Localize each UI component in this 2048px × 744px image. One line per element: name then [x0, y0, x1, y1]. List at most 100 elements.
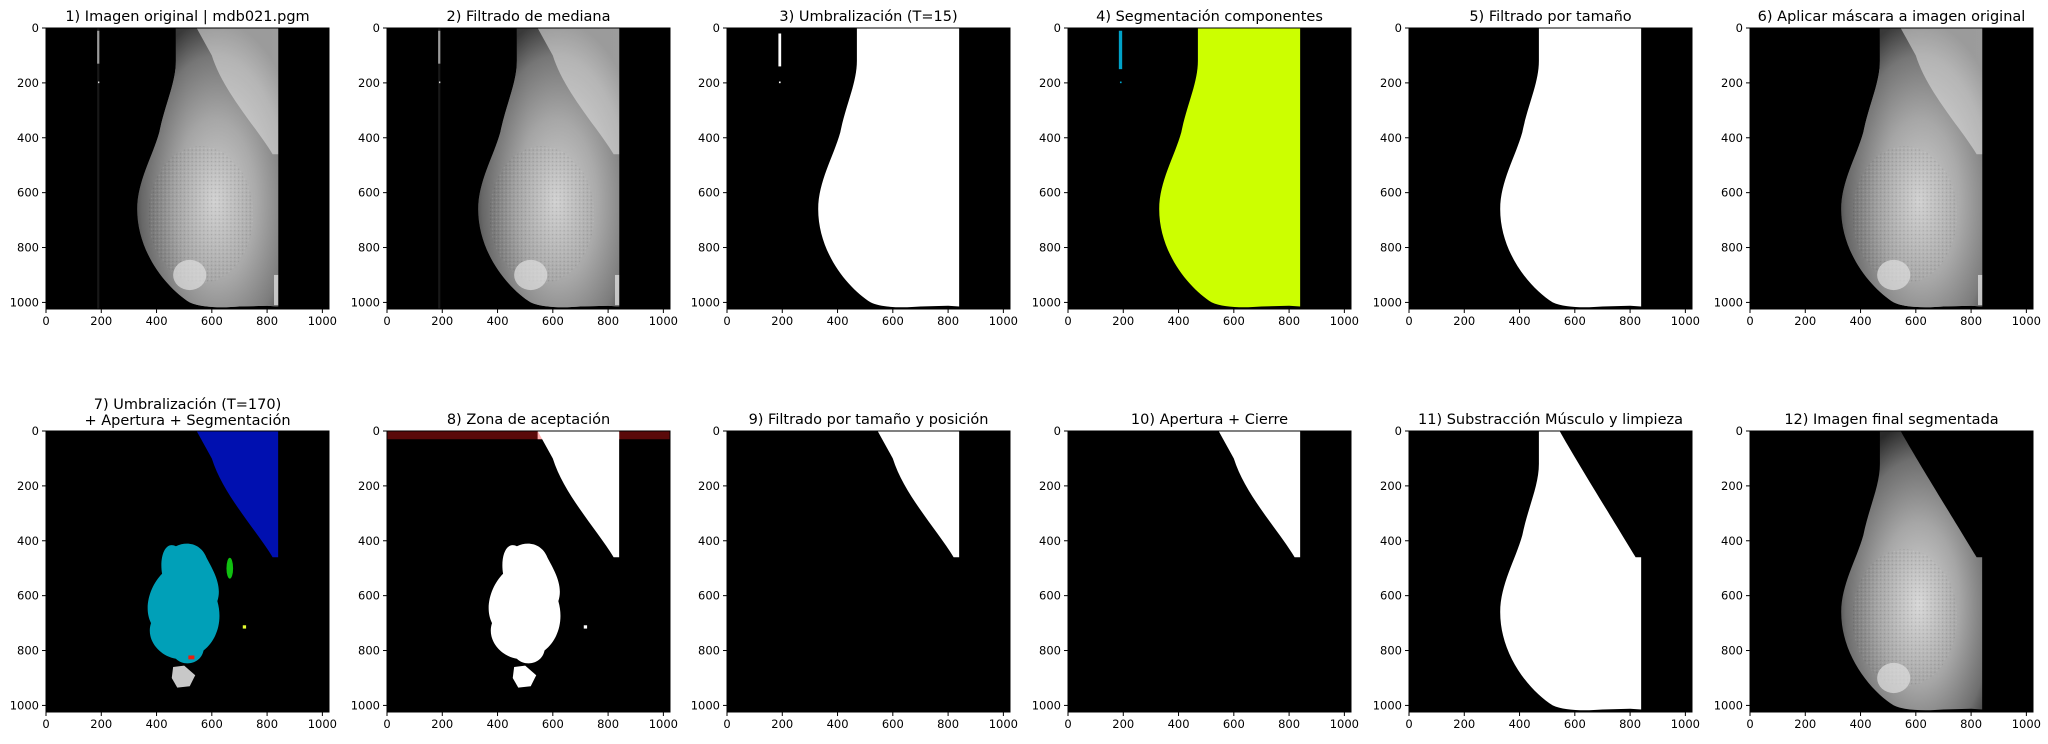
y-tick-label: 400 — [1380, 534, 1402, 548]
y-tick-label: 1000 — [1032, 295, 1061, 309]
y-tick-label: 800 — [358, 241, 380, 255]
y-tick-label: 600 — [1721, 589, 1743, 603]
x-tick-label: 600 — [1564, 717, 1586, 731]
x-tick-label: 200 — [431, 717, 453, 731]
y-tick-label: 0 — [32, 424, 39, 438]
x-tick-label: 400 — [146, 717, 168, 731]
x-tick-label: 1000 — [2012, 717, 2041, 731]
panel-title: 3) Umbralización (T=15) — [779, 9, 957, 25]
x-tick-label: 800 — [256, 314, 278, 328]
axes-frame — [45, 27, 330, 310]
y-tick-label: 600 — [358, 186, 380, 200]
x-tick-label: 400 — [827, 314, 849, 328]
x-tick-label: 200 — [1794, 717, 1816, 731]
y-tick-label: 400 — [698, 534, 720, 548]
panel-p9: 9) Filtrado por tamaño y posición 0 200 400… — [691, 412, 1018, 731]
x-tick-label: 200 — [1453, 717, 1475, 731]
y-tick-label: 600 — [1039, 186, 1061, 200]
x-tick-label: 600 — [1905, 314, 1927, 328]
x-tick-label: 200 — [1453, 314, 1475, 328]
axes-frame — [1749, 27, 2034, 310]
x-tick-label: 1000 — [989, 717, 1018, 731]
y-tick-label: 400 — [698, 131, 720, 145]
y-tick-label: 800 — [1039, 241, 1061, 255]
panel-title: 6) Aplicar máscara a imagen original — [1758, 9, 2026, 25]
y-tick-label: 600 — [17, 186, 39, 200]
x-tick-label: 600 — [882, 314, 904, 328]
y-tick-label: 600 — [17, 589, 39, 603]
panel-p7: 7) Umbralización (T=170)+ Apertura + Seg… — [10, 397, 337, 731]
x-tick-label: 400 — [487, 314, 509, 328]
y-tick-label: 200 — [17, 76, 39, 90]
x-tick-label: 200 — [1112, 717, 1134, 731]
panel-p3: 3) Umbralización (T=15) 0 200 400 600 800 1000… — [691, 9, 1018, 328]
y-tick-label: 400 — [1721, 131, 1743, 145]
y-tick-label: 1000 — [691, 295, 720, 309]
x-tick-label: 0 — [1405, 717, 1412, 731]
y-tick-label: 0 — [373, 21, 380, 35]
y-tick-label: 1000 — [1714, 698, 1743, 712]
x-tick-label: 0 — [1746, 314, 1753, 328]
y-tick-label: 0 — [713, 424, 720, 438]
y-tick-label: 800 — [1039, 644, 1061, 658]
y-tick-label: 600 — [1380, 186, 1402, 200]
x-tick-label: 400 — [1850, 314, 1872, 328]
x-tick-label: 600 — [1223, 314, 1245, 328]
y-tick-label: 400 — [17, 131, 39, 145]
x-tick-label: 1000 — [649, 717, 678, 731]
panel-title-line2: + Apertura + Segmentación — [84, 413, 290, 429]
x-tick-label: 0 — [1746, 717, 1753, 731]
panel-image — [46, 28, 329, 309]
y-tick-label: 200 — [358, 76, 380, 90]
y-tick-label: 0 — [1054, 21, 1061, 35]
y-tick-label: 1000 — [10, 295, 39, 309]
x-tick-label: 0 — [723, 717, 730, 731]
x-tick-label: 1000 — [308, 314, 337, 328]
y-tick-label: 0 — [1736, 424, 1743, 438]
x-tick-label: 600 — [882, 717, 904, 731]
y-tick-label: 0 — [1395, 21, 1402, 35]
y-tick-label: 600 — [698, 186, 720, 200]
x-tick-label: 200 — [90, 314, 112, 328]
x-tick-label: 0 — [42, 717, 49, 731]
x-tick-label: 400 — [487, 717, 509, 731]
y-tick-label: 800 — [17, 644, 39, 658]
panel-title: 10) Apertura + Cierre — [1131, 412, 1288, 428]
x-tick-label: 200 — [771, 717, 793, 731]
x-tick-label: 400 — [1509, 717, 1531, 731]
panel-title: 2) Filtrado de mediana — [446, 9, 610, 25]
x-tick-label: 600 — [542, 717, 564, 731]
x-tick-label: 1000 — [1671, 717, 1700, 731]
y-tick-label: 0 — [713, 21, 720, 35]
panel-image — [1409, 28, 1692, 309]
x-tick-label: 600 — [1905, 717, 1927, 731]
y-tick-label: 800 — [1380, 644, 1402, 658]
x-tick-label: 400 — [1850, 717, 1872, 731]
x-tick-label: 800 — [937, 314, 959, 328]
x-tick-label: 600 — [201, 717, 223, 731]
x-tick-label: 800 — [1278, 314, 1300, 328]
y-tick-label: 800 — [1380, 241, 1402, 255]
x-tick-label: 400 — [1509, 314, 1531, 328]
x-tick-label: 1000 — [2012, 314, 2041, 328]
x-tick-label: 800 — [937, 717, 959, 731]
y-tick-label: 400 — [358, 534, 380, 548]
y-tick-label: 1000 — [10, 698, 39, 712]
y-tick-label: 1000 — [1373, 698, 1402, 712]
panel-image — [387, 431, 670, 712]
y-tick-label: 200 — [1721, 76, 1743, 90]
y-tick-label: 1000 — [351, 295, 380, 309]
y-tick-label: 400 — [1721, 534, 1743, 548]
x-tick-label: 1000 — [989, 314, 1018, 328]
y-tick-label: 1000 — [1032, 698, 1061, 712]
y-tick-label: 800 — [698, 644, 720, 658]
x-tick-label: 1000 — [649, 314, 678, 328]
x-tick-label: 0 — [1064, 314, 1071, 328]
x-tick-label: 600 — [1564, 314, 1586, 328]
panel-p12: 12) Imagen final segmentada 0 200 400 600 800… — [1714, 412, 2041, 731]
x-tick-label: 0 — [1064, 717, 1071, 731]
axes-frame — [1067, 430, 1352, 713]
panel-title: 12) Imagen final segmentada — [1784, 412, 1998, 428]
